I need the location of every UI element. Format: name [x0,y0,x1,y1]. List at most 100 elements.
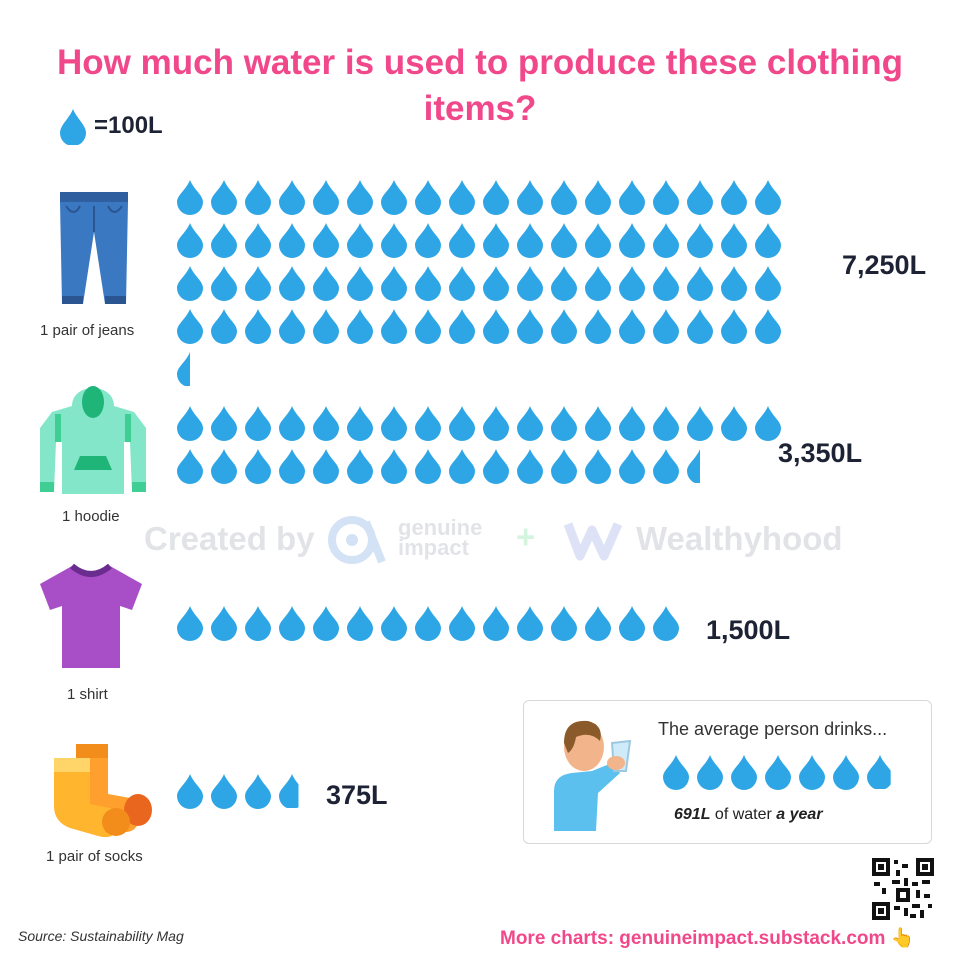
drop-socks-2 [211,774,237,809]
watermark-created-by: Created by [144,520,315,557]
drop-jeans-47 [517,266,543,301]
drop-shirt-15 [653,606,679,641]
drop-jeans-37 [177,266,203,301]
drop-jeans-49 [585,266,611,301]
drop-shirt-10 [483,606,509,641]
drop-hoodie-29 [517,449,543,484]
drop-jeans-31 [585,223,611,258]
drop-hoodie-27 [449,449,475,484]
fact-amount: 691L of water a year [674,806,823,824]
drop-socks-4 [279,774,299,808]
drop-shirt-14 [619,606,645,641]
source-note: Source: Sustainability Mag [18,928,184,944]
drop-jeans-52 [687,266,713,301]
socks-icon [54,744,152,838]
drop-jeans-7 [381,180,407,215]
drop-hoodie-4 [279,406,305,441]
drop-jeans-1 [177,180,203,215]
drop-hoodie-16 [687,406,713,441]
drop-jeans-23 [313,223,339,258]
drop-hoodie-21 [245,449,271,484]
item-label-shirt: 1 shirt [67,686,108,703]
drop-jeans-25 [381,223,407,258]
fact-box: The average person drinks... 691L of wat… [523,700,932,844]
drop-shirt-5 [313,606,339,641]
watermark-brand1-line2: impact [398,535,469,560]
drop-fact-3 [731,755,757,790]
drop-hoodie-33 [653,449,679,484]
jeans-icon [60,192,128,304]
drop-hoodie-14 [619,406,645,441]
value-label-socks: 375L [326,780,388,810]
drop-jeans-17 [721,180,747,215]
drop-jeans-16 [687,180,713,215]
legend-label: =100L [94,112,163,139]
drop-shirt-6 [347,606,373,641]
value-label-hoodie: 3,350L [778,438,863,468]
drops-hoodie [177,406,781,484]
watermark: Created by genuine impact + Wealthyhood [144,510,864,570]
drop-jeans-3 [245,180,271,215]
fact-intro: The average person drinks... [658,719,888,739]
drop-jeans-44 [415,266,441,301]
drop-jeans-64 [483,309,509,344]
drop-shirt-7 [381,606,407,641]
drop-jeans-15 [653,180,679,215]
drops-shirt [177,606,679,641]
water-drop-icon [60,109,86,145]
drops-jeans [177,180,781,386]
hoodie-icon [40,386,146,494]
shirt-icon [40,563,142,668]
drop-jeans-55 [177,309,203,344]
drop-hoodie-17 [721,406,747,441]
drop-jeans-34 [687,223,713,258]
drop-hoodie-8 [415,406,441,441]
drop-jeans-62 [415,309,441,344]
drop-socks-1 [177,774,203,809]
drop-hoodie-7 [381,406,407,441]
value-label-shirt: 1,500L [706,615,791,645]
more-charts-link[interactable]: More charts: genuineimpact.substack.com … [500,928,915,949]
wealthyhood-logo-icon [564,522,622,561]
drop-hoodie-6 [347,406,373,441]
drop-jeans-51 [653,266,679,301]
drop-jeans-59 [313,309,339,344]
drop-jeans-69 [653,309,679,344]
drop-shirt-3 [245,606,271,641]
drop-jeans-4 [279,180,305,215]
drop-jeans-28 [483,223,509,258]
drop-jeans-27 [449,223,475,258]
drop-hoodie-30 [551,449,577,484]
drop-jeans-6 [347,180,373,215]
drop-jeans-38 [211,266,237,301]
drop-hoodie-13 [585,406,611,441]
drop-hoodie-28 [483,449,509,484]
drop-jeans-43 [381,266,407,301]
drop-jeans-48 [551,266,577,301]
drop-shirt-12 [551,606,577,641]
drop-jeans-60 [347,309,373,344]
drop-jeans-11 [517,180,543,215]
drop-hoodie-18 [755,406,781,441]
drop-jeans-29 [517,223,543,258]
drop-fact-6 [833,755,859,790]
drop-jeans-40 [279,266,305,301]
drop-jeans-56 [211,309,237,344]
fact-amount-value: 691L [674,806,711,823]
watermark-brand2: Wealthyhood [636,520,843,557]
drop-shirt-9 [449,606,475,641]
drop-shirt-8 [415,606,441,641]
fact-amount-period: a year [776,806,823,823]
drop-fact-5 [799,755,825,790]
drop-jeans-13 [585,180,611,215]
drop-hoodie-12 [551,406,577,441]
drop-jeans-54 [755,266,781,301]
drop-jeans-19 [177,223,203,258]
drop-jeans-33 [653,223,679,258]
drop-hoodie-34 [687,449,700,483]
drop-jeans-12 [551,180,577,215]
value-label-jeans: 7,250L [842,250,927,280]
drop-jeans-8 [415,180,441,215]
drop-jeans-30 [551,223,577,258]
drop-hoodie-24 [347,449,373,484]
